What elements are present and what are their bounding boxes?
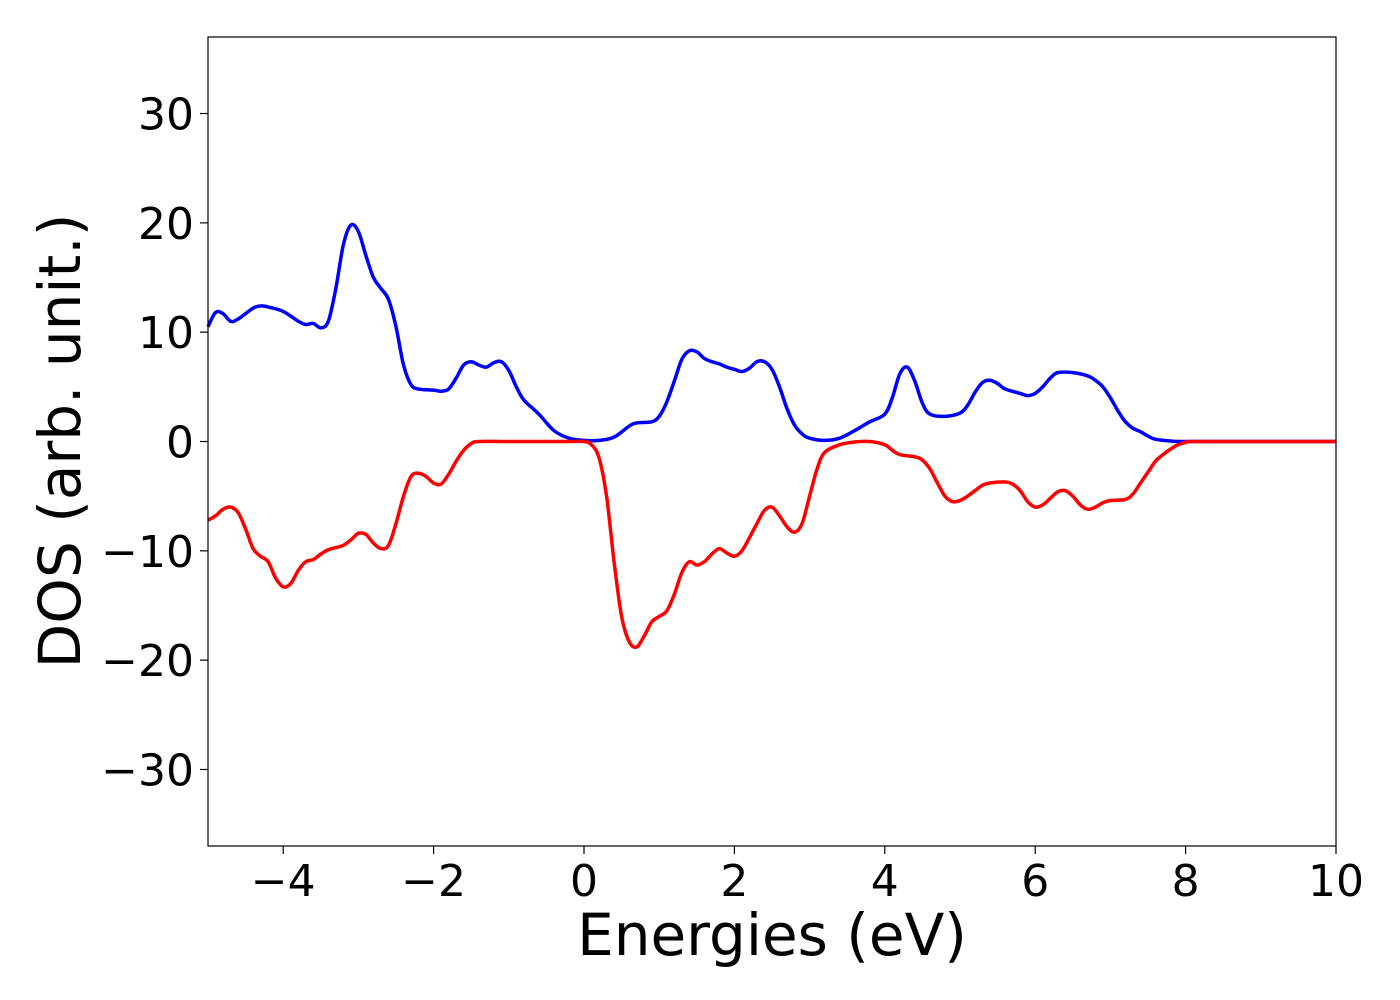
y-tick-label: 30: [138, 90, 194, 141]
series-line-2: [207, 439, 1336, 650]
y-axis-label: DOS (arb. unit.): [26, 214, 94, 669]
x-tick-label: 4: [871, 856, 899, 907]
y-tick-label: 20: [138, 199, 194, 250]
series-layer: [206, 222, 1336, 650]
y-tick-label: −20: [101, 636, 194, 687]
y-axis-ticks: 30 20 10 0 −10 −20 −30: [101, 90, 208, 796]
y-tick-label: 10: [138, 308, 194, 359]
y-tick-label: −30: [101, 745, 194, 796]
y-tick-label: −10: [101, 527, 194, 578]
x-axis-label: Energies (eV): [577, 901, 967, 969]
x-tick-label: 6: [1021, 856, 1049, 907]
x-tick-label: 10: [1308, 856, 1364, 907]
x-axis-ticks: −4 −2 0 2 4 6 8 10: [251, 846, 1364, 907]
series-line-1: [206, 222, 1336, 444]
x-tick-label: 0: [570, 856, 598, 907]
x-tick-label: 8: [1172, 856, 1200, 907]
x-tick-label: −2: [401, 856, 466, 907]
y-tick-label: 0: [166, 418, 194, 469]
x-tick-label: 2: [720, 856, 748, 907]
x-tick-label: −4: [251, 856, 316, 907]
